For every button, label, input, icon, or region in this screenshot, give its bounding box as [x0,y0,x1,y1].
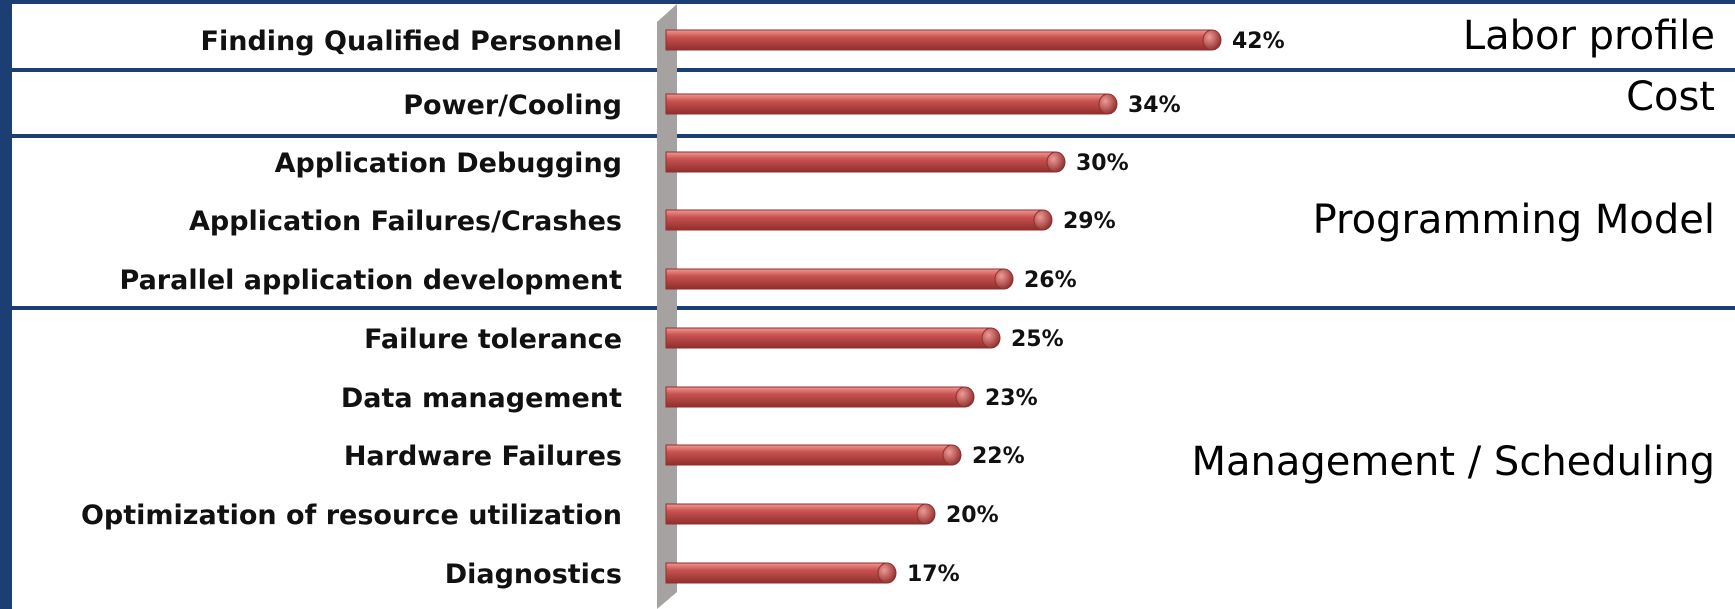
category-label-failure-tolerance: Failure tolerance [364,324,622,355]
value-label-optimization-of-resource-utilization: 20% [946,503,999,528]
value-label-data-management: 23% [985,386,1038,411]
category-label-power-cooling: Power/Cooling [403,90,622,121]
category-label-finding-qualified-personnel: Finding Qualified Personnel [201,26,622,57]
bar-application-failures-crashes [665,209,1044,231]
bar-cap-optimization-of-resource-utilization [916,503,936,525]
value-label-application-failures-crashes: 29% [1063,209,1116,234]
bar-cap-finding-qualified-personnel [1202,29,1222,51]
bar-cap-failure-tolerance [981,327,1001,349]
group-label-programming-model: Programming Model [1312,197,1715,243]
category-label-data-management: Data management [341,383,622,414]
group-label-management-scheduling: Management / Scheduling [1191,439,1715,485]
bar-failure-tolerance [665,327,992,349]
group-label-cost: Cost [1626,74,1715,120]
value-label-power-cooling: 34% [1128,93,1181,118]
bar-power-cooling [665,93,1109,115]
value-label-application-debugging: 30% [1076,151,1129,176]
bar-finding-qualified-personnel [665,29,1213,51]
bar-data-management [665,386,966,408]
bar-cap-data-management [955,386,975,408]
category-label-parallel-application-development: Parallel application development [120,265,623,296]
bar-cap-power-cooling [1098,93,1118,115]
value-label-finding-qualified-personnel: 42% [1232,29,1285,54]
category-label-hardware-failures: Hardware Failures [344,441,622,472]
category-label-optimization-of-resource-utilization: Optimization of resource utilization [81,500,622,531]
category-label-diagnostics: Diagnostics [445,559,622,590]
bar-parallel-application-development [665,268,1005,290]
category-label-application-debugging: Application Debugging [275,148,622,179]
bar-hardware-failures [665,444,953,466]
bar-cap-hardware-failures [942,444,962,466]
group-label-labor-profile: Labor profile [1462,13,1715,59]
group-panel-cost: Cost [12,72,1735,134]
bar-cap-parallel-application-development [994,268,1014,290]
bar-cap-application-debugging [1046,151,1066,173]
value-label-hardware-failures: 22% [972,444,1025,469]
bar-cap-application-failures-crashes [1033,209,1053,231]
value-label-diagnostics: 17% [907,562,960,587]
bar-cap-diagnostics [877,562,897,584]
category-label-application-failures-crashes: Application Failures/Crashes [189,206,622,237]
bar-application-debugging [665,151,1057,173]
bar-diagnostics [665,562,888,584]
value-label-parallel-application-development: 26% [1024,268,1077,293]
bar-optimization-of-resource-utilization [665,503,927,525]
value-label-failure-tolerance: 25% [1011,327,1064,352]
group-panel-labor-profile: Labor profile [12,4,1735,68]
